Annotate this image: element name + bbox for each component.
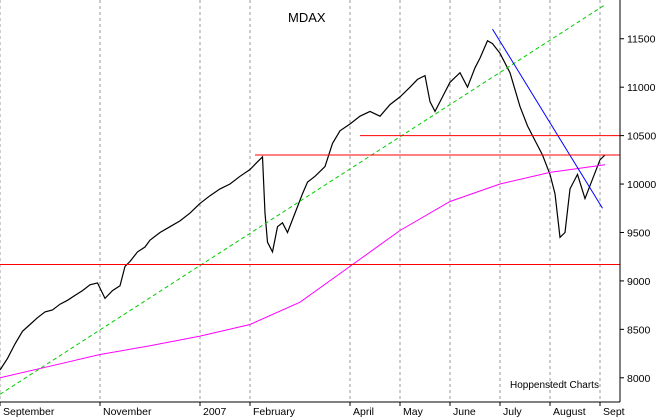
price-line [0,39,606,371]
grid [0,0,601,402]
y-tick-label-2: 10500 [627,131,656,143]
x-axis-ticks: September November 2007 February April May Jun… [0,402,625,418]
y-tick-label-7: 8000 [627,373,651,385]
x-tick-label-5: May [403,406,424,418]
x-tick-label-6: June [453,406,476,418]
y-tick-label-5: 9000 [627,276,651,288]
chart-title: MDAX [288,10,326,25]
series-layer [0,4,606,395]
y-axis-ticks: 11500 11000 10500 10000 9500 9000 8500 8000 [620,34,656,385]
x-tick-label-1: November [103,406,152,418]
x-tick-label-9: Sept [603,406,625,418]
y-tick-label-4: 9500 [627,227,651,239]
x-tick-label-8: August [553,406,586,418]
x-tick-label-4: April [353,406,374,418]
downtrend-line-line [492,28,603,209]
horizontal-lines [0,135,620,265]
y-tick-label-6: 8500 [627,324,651,336]
source-label: Hoppenstedt Charts [510,380,599,391]
uptrend-line-line [0,4,606,395]
x-tick-label-3: February [253,406,296,418]
x-tick-label-7: July [503,406,522,418]
y-tick-label-1: 11000 [627,82,656,94]
y-tick-label-3: 10000 [627,179,656,191]
x-tick-label-0: September [3,406,55,418]
moving-average-line [0,164,606,379]
x-tick-label-2: 2007 [203,406,227,418]
y-tick-label-0: 11500 [627,34,656,46]
